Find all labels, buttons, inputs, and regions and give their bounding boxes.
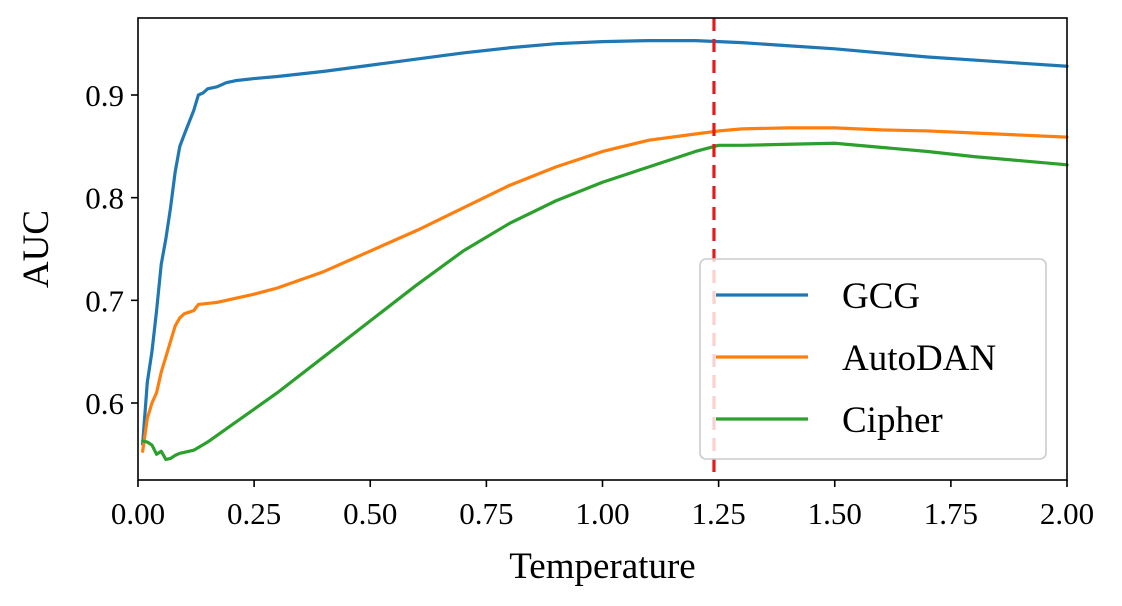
x-tick-label: 1.50	[808, 496, 862, 531]
x-tick-label: 0.50	[343, 496, 397, 531]
series-line-cipher	[141, 141, 1069, 462]
x-tick-label: 1.00	[575, 496, 629, 531]
y-tick-label: 0.9	[85, 78, 124, 113]
x-tick-label: 0.75	[459, 496, 513, 531]
series-line-gcg	[141, 38, 1069, 446]
y-tick-label: 0.8	[85, 181, 124, 216]
x-axis: 0.00 0.25 0.50 0.75 1.00 1.25 1.50 1.75 2.00	[111, 480, 1094, 531]
legend-label-autodan: AutoDAN	[842, 338, 996, 379]
series-line-autodan	[141, 126, 1069, 453]
x-tick-label: 1.75	[924, 496, 978, 531]
legend-label-gcg: GCG	[842, 276, 920, 317]
x-tick-label: 1.25	[692, 496, 746, 531]
y-axis: 0.6 0.7 0.8 0.9	[85, 78, 138, 421]
y-axis-title: AUC	[16, 210, 57, 288]
legend-box	[699, 258, 1047, 460]
series-layer	[141, 38, 1069, 462]
x-tick-label: 2.00	[1040, 496, 1094, 531]
y-tick-label: 0.7	[85, 283, 124, 318]
x-tick-label: 0.25	[227, 496, 281, 531]
x-axis-title: Temperature	[509, 546, 695, 587]
y-tick-label: 0.6	[85, 386, 124, 421]
legend: GCG AutoDAN Cipher	[699, 258, 1047, 460]
x-tick-label: 0.00	[111, 496, 165, 531]
legend-label-cipher: Cipher	[842, 400, 943, 441]
